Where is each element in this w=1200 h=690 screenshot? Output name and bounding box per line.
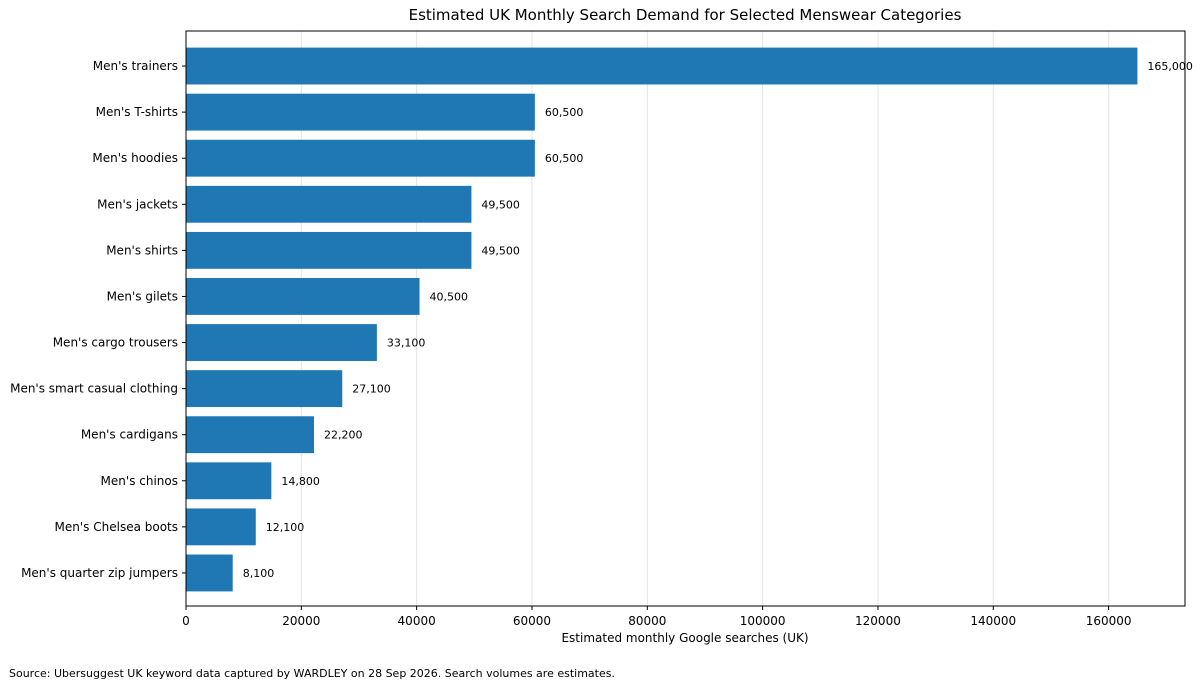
bar bbox=[186, 324, 377, 361]
data-labels: 165,000 60,500 60,500 49,500 49,500 40,500 33,… bbox=[243, 60, 1193, 580]
data-label: 8,100 bbox=[243, 567, 274, 580]
x-axis-ticks: 0 20000 40000 60000 80000 100000 120000 140000 1… bbox=[182, 606, 1132, 628]
bar bbox=[186, 231, 472, 269]
bar bbox=[186, 508, 256, 546]
data-label: 40,500 bbox=[430, 290, 469, 303]
data-label: 33,100 bbox=[387, 337, 426, 350]
data-label: 49,500 bbox=[481, 198, 520, 211]
plot-frame bbox=[185, 30, 1186, 607]
bar bbox=[186, 462, 272, 500]
x-axis-label: Estimated monthly Google searches (UK) bbox=[561, 631, 808, 645]
source-note: Source: Ubersuggest UK keyword data capt… bbox=[9, 667, 615, 680]
y-tick-label: Men's Chelsea boots bbox=[55, 520, 178, 534]
y-tick-label: Men's cargo trousers bbox=[53, 336, 178, 350]
x-tick-label: 100000 bbox=[740, 614, 786, 628]
x-tick-label: 140000 bbox=[970, 614, 1016, 628]
x-tick-label: 160000 bbox=[1086, 614, 1132, 628]
bar bbox=[186, 139, 535, 177]
bar bbox=[186, 370, 343, 408]
x-tick-label: 80000 bbox=[628, 614, 666, 628]
data-label: 12,100 bbox=[266, 521, 305, 534]
bar bbox=[186, 278, 420, 315]
y-tick-label: Men's quarter zip jumpers bbox=[21, 566, 178, 580]
bar bbox=[186, 93, 535, 131]
y-tick-label: Men's hoodies bbox=[92, 151, 178, 165]
y-tick-label: Men's chinos bbox=[101, 474, 178, 488]
y-tick-label: Men's trainers bbox=[93, 59, 178, 73]
data-label: 22,200 bbox=[324, 429, 363, 442]
data-label: 49,500 bbox=[481, 244, 520, 257]
y-tick-label: Men's T-shirts bbox=[96, 105, 178, 119]
y-tick-label: Men's shirts bbox=[106, 243, 178, 257]
y-axis-ticks: Men's trainers Men's T-shirts Men's hoodie… bbox=[10, 59, 186, 580]
y-tick-label: Men's jackets bbox=[97, 197, 178, 211]
data-label: 60,500 bbox=[545, 106, 584, 119]
x-tick-label: 20000 bbox=[282, 614, 320, 628]
bar bbox=[186, 185, 472, 223]
data-label: 165,000 bbox=[1147, 60, 1193, 73]
y-tick-label: Men's gilets bbox=[107, 289, 178, 303]
bars bbox=[186, 47, 1138, 592]
x-tick-label: 120000 bbox=[855, 614, 901, 628]
y-tick-label: Men's cardigans bbox=[81, 428, 178, 442]
y-tick-label: Men's smart casual clothing bbox=[10, 382, 178, 396]
bar bbox=[186, 554, 233, 592]
bar bbox=[186, 416, 315, 454]
chart-title: Estimated UK Monthly Search Demand for S… bbox=[409, 6, 962, 24]
x-tick-label: 60000 bbox=[513, 614, 551, 628]
x-tick-label: 0 bbox=[182, 614, 190, 628]
bar bbox=[186, 47, 1138, 85]
x-tick-label: 40000 bbox=[398, 614, 436, 628]
data-label: 60,500 bbox=[545, 152, 584, 165]
data-label: 14,800 bbox=[281, 475, 320, 488]
data-label: 27,100 bbox=[352, 383, 391, 396]
